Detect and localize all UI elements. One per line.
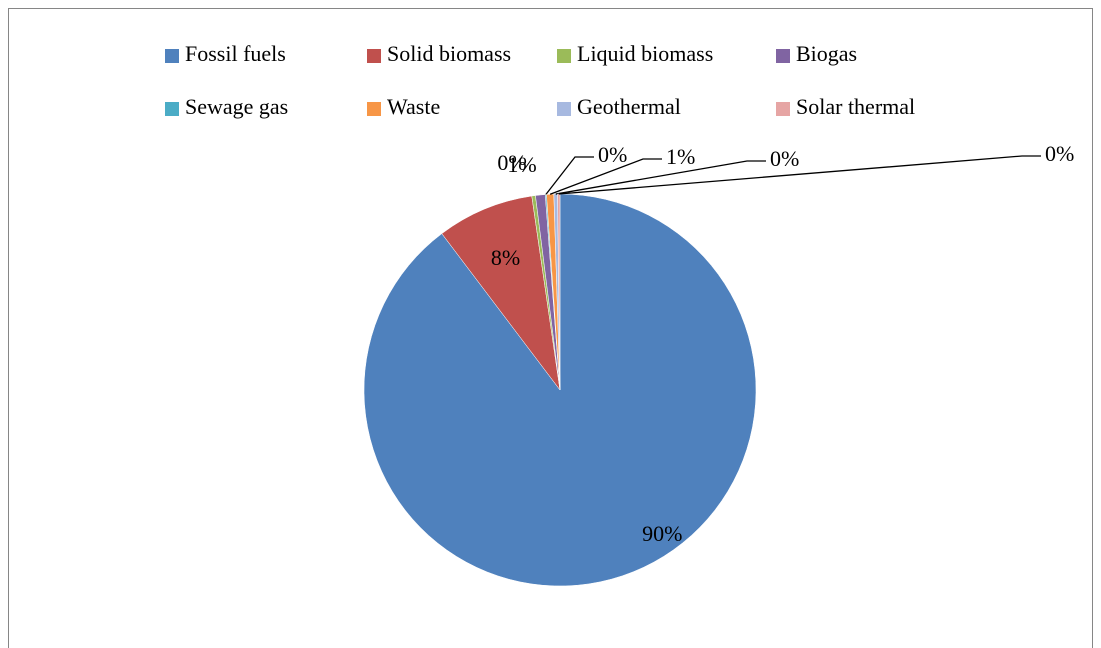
legend-swatch	[557, 49, 571, 63]
legend-label: Liquid biomass	[577, 41, 713, 66]
legend-swatch	[776, 102, 790, 116]
legend-label: Geothermal	[577, 94, 681, 119]
leader-line	[555, 160, 766, 195]
legend-label: Solar thermal	[796, 94, 915, 119]
legend-label: Sewage gas	[185, 94, 288, 119]
legend-swatch	[165, 102, 179, 116]
leader-line	[545, 156, 594, 195]
data-label: 1%	[666, 144, 695, 169]
legend-label: Biogas	[796, 41, 857, 66]
data-label: 90%	[642, 521, 682, 546]
legend-swatch	[165, 49, 179, 63]
data-label: 0%	[1045, 141, 1074, 166]
legend-swatch	[367, 49, 381, 63]
legend-label: Waste	[387, 94, 440, 119]
data-label: 0%	[497, 150, 526, 175]
data-label: 1%	[507, 152, 536, 177]
data-label: 8%	[491, 245, 520, 270]
pie-slice	[441, 195, 561, 391]
legend-swatch	[367, 102, 381, 116]
leader-line	[558, 155, 1041, 195]
legend-swatch	[557, 102, 571, 116]
leader-line	[549, 158, 662, 195]
legend-swatch	[776, 49, 790, 63]
data-label: 0%	[598, 142, 627, 167]
data-label: 0%	[770, 146, 799, 171]
legend-label: Solid biomass	[387, 41, 511, 66]
legend-label: Fossil fuels	[185, 41, 286, 66]
